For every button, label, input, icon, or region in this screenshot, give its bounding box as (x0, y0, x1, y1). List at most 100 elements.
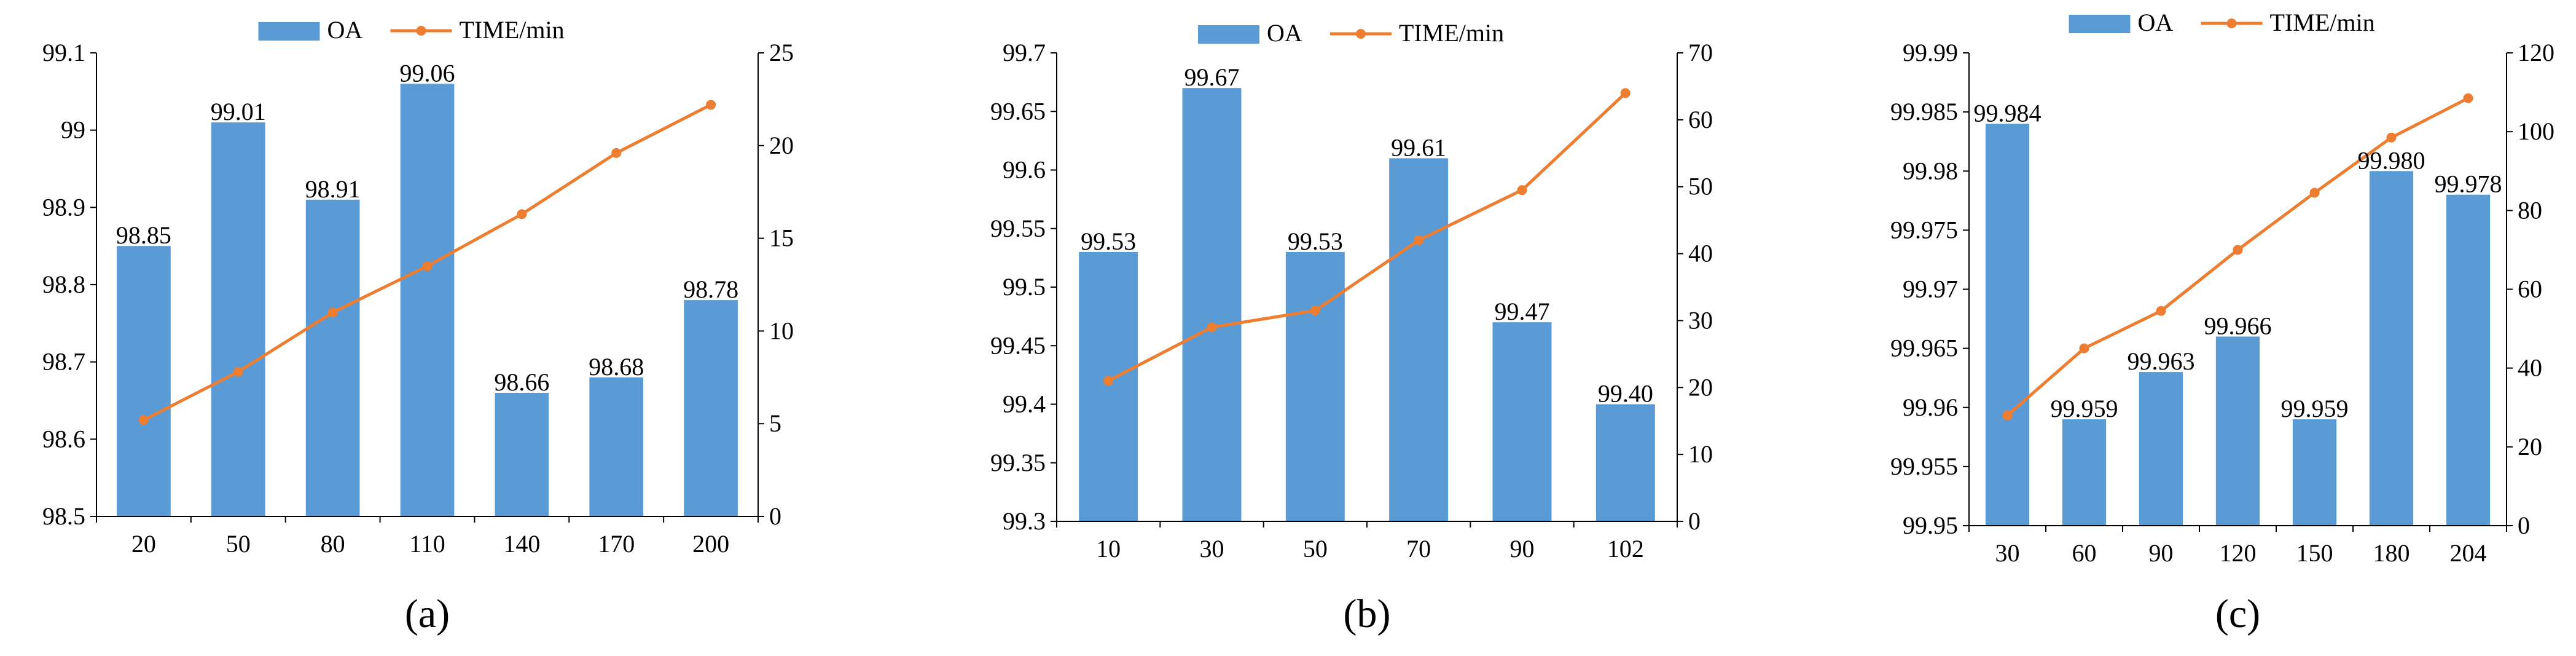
panel-3-data-label: 99.984 (1974, 99, 2042, 127)
panel-3-bar-120 (2215, 336, 2260, 526)
panel-3-x-tick-label: 30 (1995, 539, 2020, 567)
panel-1-x-tick-label: 20 (131, 530, 156, 558)
panel-1-x-tick-label: 140 (503, 530, 540, 558)
panel-2-x-tick-label: 102 (1607, 535, 1644, 563)
panel-2-data-label: 99.53 (1288, 227, 1343, 255)
panel-3-caption: (c) (2215, 591, 2260, 636)
panel-3-legend-swatch-oa (2069, 15, 2131, 33)
panel-3-time-point-204 (2463, 93, 2473, 103)
panel-3-bar-30 (1985, 124, 2030, 526)
panel-1-data-label: 98.66 (494, 368, 549, 396)
panel-1-bar-20 (117, 246, 171, 516)
panel-1-right-tick-label: 25 (769, 39, 794, 66)
panel-2-data-label: 99.53 (1081, 227, 1136, 255)
panel-3-left-tick-label: 99.955 (1890, 452, 1958, 480)
panel-1-left-tick-label: 99.1 (42, 39, 85, 66)
panel-3-x-tick-label: 180 (2373, 539, 2410, 567)
panel-3-time-point-60 (2079, 343, 2089, 354)
panel-3-data-label: 99.980 (2358, 146, 2425, 174)
panel-2-left-tick-label: 99.7 (1003, 39, 1046, 66)
panel-2-right-tick-label: 0 (1688, 507, 1701, 535)
panel-2-left-tick-label: 99.35 (990, 449, 1046, 476)
panel-2-right-tick-label: 60 (1688, 106, 1713, 133)
panel-3-legend-marker-time (2226, 18, 2237, 28)
panel-2-data-label: 99.47 (1495, 298, 1550, 325)
panel-3-bar-60 (2062, 419, 2107, 526)
panel-2-right-tick-label: 70 (1688, 39, 1713, 66)
panel-2-left-tick-label: 99.3 (1003, 507, 1046, 535)
panel-3-x-tick-label: 150 (2296, 539, 2333, 567)
panel-3-data-label: 99.959 (2051, 395, 2118, 422)
panel-1-bar-140 (495, 392, 549, 516)
panel-3-right-tick-label: 80 (2518, 196, 2542, 224)
panel-1-time-point-170 (611, 148, 622, 158)
panel-2-left-tick-label: 99.4 (1003, 390, 1046, 418)
panel-3-time-point-180 (2386, 132, 2397, 143)
panel-3-right-tick-label: 20 (2518, 433, 2542, 460)
panel-3-x-tick-label: 90 (2149, 539, 2174, 567)
panel-3-right-tick-label: 40 (2518, 354, 2542, 382)
panel-1-data-label: 99.06 (400, 59, 455, 87)
panel-2-legend-swatch-oa (1198, 25, 1259, 44)
panel-3-legend-label-oa: OA (2138, 9, 2174, 36)
panel-3-time-point-90 (2156, 306, 2166, 316)
panel-2-time-point-30 (1207, 322, 1217, 333)
panel-1-bar-170 (589, 377, 644, 516)
panel-3-left-tick-label: 99.975 (1890, 216, 1958, 243)
panel-1-left-tick-label: 98.7 (42, 348, 85, 376)
panel-2-time-point-70 (1414, 235, 1424, 245)
panel-2-legend-label-oa: OA (1267, 19, 1302, 47)
panel-3-left-tick-label: 99.965 (1890, 334, 1958, 362)
panel-2-data-label: 99.40 (1598, 380, 1653, 408)
panel-2-data-label: 99.61 (1391, 133, 1446, 161)
panel-2-legend-label-time: TIME/min (1399, 19, 1504, 47)
panel-1-left-tick-label: 98.6 (42, 425, 85, 452)
panel-1-left-tick-label: 98.8 (42, 271, 85, 298)
panel-1-x-tick-label: 50 (226, 530, 251, 558)
panel-3-x-tick-label: 60 (2072, 539, 2097, 567)
panel-2-bar-70 (1389, 158, 1449, 521)
panel-2-x-tick-label: 70 (1406, 535, 1431, 563)
panel-2-time-point-50 (1310, 306, 1320, 316)
panel-3-left-tick-label: 99.97 (1903, 275, 1958, 303)
panel-1-time-point-20 (138, 415, 149, 425)
panel-3-right-tick-label: 120 (2518, 39, 2554, 66)
panel-2-left-tick-label: 99.5 (1003, 273, 1046, 301)
panel-2-x-tick-label: 90 (1510, 535, 1535, 563)
panel-1-data-label: 98.85 (116, 221, 171, 249)
panel-1-x-tick-label: 200 (692, 530, 729, 558)
panel-1-left-tick-label: 98.5 (42, 502, 85, 530)
panel-3-time-point-150 (2309, 188, 2320, 198)
panel-2-bar-50 (1285, 251, 1345, 521)
panel-1-bar-80 (305, 199, 360, 516)
panel-3-right-tick-label: 0 (2518, 512, 2530, 539)
panel-1-bar-200 (684, 300, 738, 516)
panel-2-time-point-102 (1620, 88, 1631, 98)
panel-2-x-tick-label: 50 (1303, 535, 1328, 563)
panel-3-data-label: 99.963 (2128, 347, 2195, 375)
panel-1-time-point-80 (327, 307, 338, 318)
panel-2-bar-102 (1595, 404, 1655, 521)
panel-2-caption: (b) (1344, 591, 1391, 636)
panel-2-right-tick-label: 50 (1688, 173, 1713, 200)
panel-1-right-tick-label: 20 (769, 132, 794, 159)
panel-2-right-tick-label: 10 (1688, 440, 1713, 468)
panel-3-time-point-120 (2233, 245, 2243, 255)
panel-1-x-tick-label: 80 (321, 530, 345, 558)
panel-1-legend-label-oa: OA (327, 16, 363, 44)
panel-3-bar-204 (2446, 194, 2491, 526)
panel-2-bar-30 (1182, 88, 1242, 521)
panel-1-data-label: 98.78 (683, 275, 738, 303)
panel-3-left-tick-label: 99.95 (1903, 512, 1958, 539)
panel-1-data-label: 99.01 (211, 98, 266, 125)
panel-1-right-tick-label: 0 (769, 502, 781, 530)
panel-1-time-point-140 (517, 209, 527, 219)
panel-1-legend-label-time: TIME/min (460, 16, 565, 44)
panel-3-left-tick-label: 99.99 (1903, 39, 1958, 66)
panel-1-x-tick-label: 110 (409, 530, 445, 558)
panel-1-right-tick-label: 15 (769, 224, 794, 252)
panel-3-right-tick-label: 60 (2518, 275, 2542, 303)
panel-2-time-point-90 (1517, 185, 1527, 196)
